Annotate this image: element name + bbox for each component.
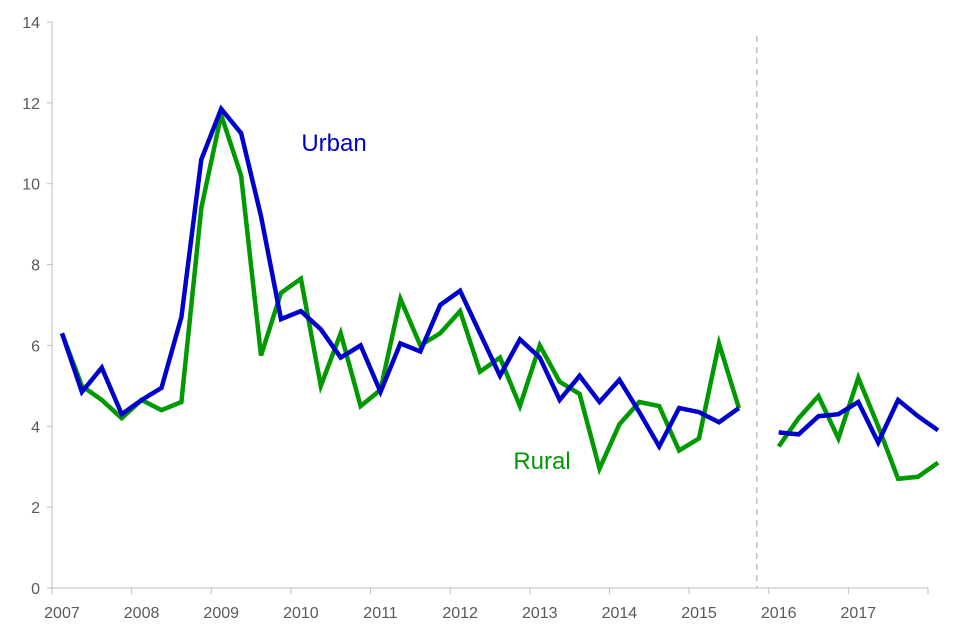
x-tick-label: 2007 — [44, 605, 80, 622]
x-tick-label: 2015 — [681, 605, 717, 622]
urban-series-line-segment-1 — [59, 104, 741, 452]
rural-series-line-segment-2 — [776, 371, 940, 482]
x-tick-label: 2017 — [841, 605, 877, 622]
rural-series-line-segment-1 — [59, 106, 742, 476]
rural-series-label: Rural — [513, 448, 570, 475]
y-tick-label: 14 — [22, 15, 40, 32]
x-tick-label: 2011 — [363, 605, 398, 622]
x-tick-label: 2016 — [761, 605, 797, 622]
axes-layer — [47, 21, 929, 594]
y-tick-label: 10 — [22, 177, 40, 194]
x-tick-label: 2008 — [124, 605, 160, 622]
y-tick-label: 12 — [22, 96, 40, 113]
y-tick-label: 0 — [31, 581, 40, 598]
y-tick-label: 8 — [31, 258, 40, 275]
series-lines — [59, 104, 940, 482]
x-tick-label: 2013 — [522, 605, 558, 622]
y-tick-label: 2 — [31, 500, 40, 517]
series-labels: Urban Rural — [301, 130, 570, 475]
urban-series-line-segment-2 — [778, 396, 940, 448]
x-tick-label: 2010 — [283, 605, 319, 622]
y-tick-label: 4 — [31, 419, 40, 436]
x-tick-label: 2009 — [203, 605, 239, 622]
x-tick-label: 2014 — [602, 605, 638, 622]
urban-series-label: Urban — [301, 130, 366, 157]
x-tick-label: 2012 — [442, 605, 478, 622]
y-tick-label: 6 — [31, 338, 40, 355]
tick-labels: 0 2 4 6 8 10 12 14 2007 2008 2009 2010 2011 2012 2013 2… — [22, 15, 876, 622]
